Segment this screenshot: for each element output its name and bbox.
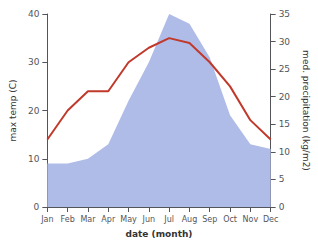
svg-text:med. precipitation (kg/m2): med. precipitation (kg/m2) — [301, 50, 311, 171]
svg-text:15: 15 — [279, 119, 290, 129]
svg-text:30: 30 — [28, 57, 40, 67]
svg-text:Mar: Mar — [80, 215, 96, 224]
svg-text:Aug: Aug — [182, 215, 198, 224]
svg-text:Nov: Nov — [243, 215, 259, 224]
svg-text:date (month): date (month) — [126, 229, 193, 239]
svg-text:Sep: Sep — [202, 215, 217, 224]
svg-text:0: 0 — [34, 202, 40, 212]
svg-text:10: 10 — [279, 147, 291, 157]
svg-text:Jan: Jan — [40, 215, 53, 224]
svg-text:Dec: Dec — [263, 215, 278, 224]
svg-text:25: 25 — [279, 64, 290, 74]
svg-text:0: 0 — [279, 202, 285, 212]
svg-text:40: 40 — [28, 9, 40, 19]
svg-text:Apr: Apr — [101, 215, 116, 224]
svg-text:30: 30 — [279, 37, 291, 47]
svg-text:5: 5 — [279, 174, 285, 184]
svg-text:20: 20 — [28, 106, 40, 116]
svg-text:max temp (C): max temp (C) — [8, 79, 18, 141]
svg-text:May: May — [120, 215, 137, 224]
svg-text:35: 35 — [279, 9, 290, 19]
svg-text:Oct: Oct — [223, 215, 237, 224]
svg-text:Jun: Jun — [142, 215, 156, 224]
svg-text:Feb: Feb — [61, 215, 75, 224]
svg-text:10: 10 — [28, 154, 40, 164]
svg-text:20: 20 — [279, 92, 291, 102]
svg-text:Jul: Jul — [163, 215, 174, 224]
